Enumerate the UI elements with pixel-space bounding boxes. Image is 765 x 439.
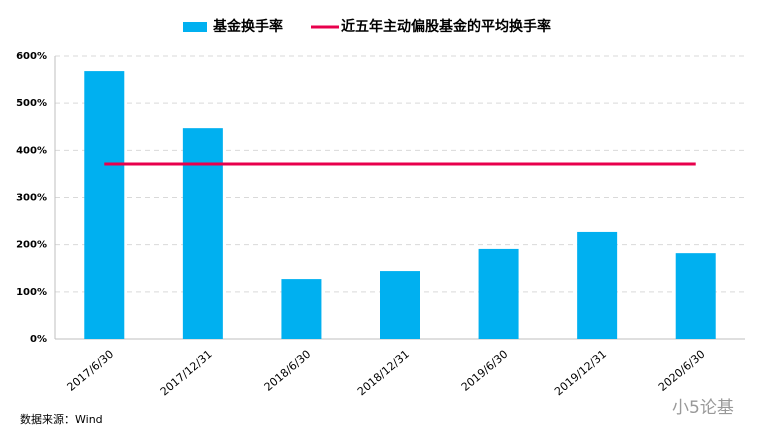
x-tick-label: 2017/12/31 xyxy=(158,348,215,399)
bar xyxy=(577,231,618,339)
bar xyxy=(84,71,125,340)
x-tick-label: 2020/6/30 xyxy=(656,348,708,394)
x-tick-label: 2019/6/30 xyxy=(459,348,511,394)
bar xyxy=(675,253,716,339)
y-tick-label: 0% xyxy=(30,334,47,345)
y-tick-label: 100% xyxy=(16,287,47,298)
y-tick-label: 200% xyxy=(16,240,47,251)
y-tick-label: 500% xyxy=(16,98,47,109)
bar xyxy=(281,279,322,339)
x-tick-label: 2017/6/30 xyxy=(65,348,117,394)
y-tick-label: 600% xyxy=(16,51,47,62)
x-tick-label: 2018/6/30 xyxy=(262,348,314,394)
watermark: 小5论基 xyxy=(672,398,734,418)
legend-label: 近五年主动偏股基金的平均换手率 xyxy=(341,18,551,35)
y-tick-label: 400% xyxy=(16,145,47,156)
legend-label: 基金换手率 xyxy=(213,18,283,35)
bar xyxy=(182,128,223,339)
x-tick-label: 2018/12/31 xyxy=(355,348,412,399)
source-note: 数据来源：Wind xyxy=(20,412,103,426)
bar xyxy=(380,271,420,339)
bar xyxy=(478,248,519,339)
x-tick-label: 2019/12/31 xyxy=(552,348,609,399)
y-tick-label: 300% xyxy=(16,193,47,204)
legend-swatch xyxy=(183,22,207,32)
